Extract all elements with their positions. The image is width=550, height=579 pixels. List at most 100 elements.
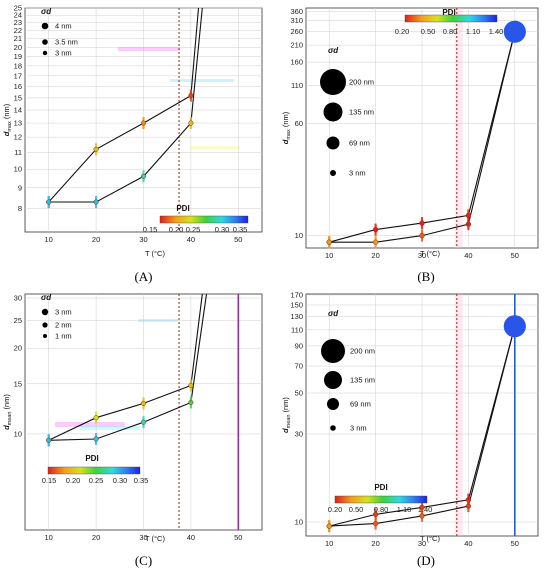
- data-point: [140, 419, 147, 425]
- panel-caption: (B): [417, 269, 434, 284]
- data-point: [419, 504, 425, 511]
- x-axis-label: T (°C): [420, 249, 440, 258]
- y-axis-label-main: d: [281, 139, 290, 144]
- pdi-tick-label: 0.30: [113, 476, 128, 485]
- data-point: [465, 212, 472, 219]
- y-tick-label: 12: [14, 133, 22, 142]
- data-point: [326, 239, 332, 245]
- series-rise-line: [190, 293, 208, 403]
- data-point: [93, 415, 99, 421]
- data-point: [372, 239, 379, 245]
- x-tick-label: 50: [511, 251, 519, 260]
- sigma-legend-marker: [330, 170, 336, 176]
- sigma-legend-label: 135 nm: [350, 376, 375, 385]
- sigma-legend-label: 135 nm: [349, 108, 374, 117]
- x-tick-label: 20: [92, 533, 100, 542]
- y-tick-label: 8: [18, 204, 22, 213]
- y-axis-label-main: d: [281, 428, 290, 433]
- x-tick-label: 30: [418, 539, 426, 548]
- pdi-tick-label: 0.25: [186, 225, 201, 234]
- y-tick-label: 18: [14, 61, 22, 70]
- sigma-legend-marker: [327, 398, 339, 410]
- pdi-colorbar: PDI 0.20 0.50 0.80 1.10 1.40: [395, 8, 504, 36]
- y-tick-label: 150: [290, 300, 303, 309]
- pdi-tick-label: 0.25: [89, 476, 104, 485]
- sigma-legend-marker: [324, 371, 342, 389]
- sigma-legend: σd 200 nm 135 nm 69 nm 3 nm: [321, 309, 375, 433]
- y-axis-label-main: d: [2, 131, 11, 136]
- sigma-legend-label: 4 nm: [55, 22, 72, 31]
- artifact-streak: [80, 426, 140, 430]
- pdi-gradient-bar: [404, 14, 498, 23]
- y-axis-label: dmax (nm): [281, 111, 292, 144]
- y-axis-label: dmean (nm): [2, 394, 13, 430]
- y-axis-label-sub: mean: [7, 412, 13, 426]
- data-point: [372, 511, 379, 518]
- sigma-legend-marker: [326, 136, 340, 150]
- x-axis-label: T (°C): [145, 534, 165, 543]
- data-point: [140, 400, 147, 406]
- y-axis-label-sub: max: [286, 129, 292, 140]
- y-tick-label: 50: [295, 389, 303, 398]
- pdi-tick-label: 0.50: [421, 27, 436, 36]
- pdi-title: PDI: [374, 483, 387, 492]
- sigma-legend: σd4 nm 3.5 nm 3 nm: [41, 7, 78, 58]
- sigma-legend-title: σd: [41, 293, 52, 302]
- pdi-tick-label: 0.50: [349, 505, 364, 514]
- panel-caption: (D): [417, 553, 435, 568]
- y-tick-label: 10: [295, 518, 303, 527]
- y-tick-label: 19: [14, 52, 22, 61]
- pdi-tick-label: 0.20: [395, 27, 410, 36]
- x-tick-label: 30: [139, 235, 147, 244]
- threshold-band: [454, 8, 463, 248]
- x-tick-label: 40: [187, 235, 195, 244]
- pdi-tick-label: 1.10: [397, 505, 412, 514]
- data-point: [93, 146, 99, 152]
- series-line: [48, 95, 192, 203]
- series-rise-line: [190, 7, 200, 96]
- artifact-streak: [118, 47, 180, 51]
- pdi-tick-label: 1.10: [466, 27, 481, 36]
- y-tick-label: 23: [14, 18, 22, 27]
- sigma-legend-label: 200 nm: [350, 347, 375, 356]
- threshold-band: [454, 294, 463, 536]
- data-point: [93, 436, 99, 442]
- y-tick-label: 25: [14, 4, 22, 13]
- x-tick-label: 20: [371, 539, 379, 548]
- x-tick-label: 50: [234, 533, 242, 542]
- artifact-streak: [138, 319, 178, 322]
- pdi-tick-label: 0.20: [328, 505, 343, 514]
- data-point: [372, 520, 379, 527]
- y-tick-label: 20: [14, 43, 22, 52]
- sigma-legend: σd3 nm 2 nm 1 nm: [41, 293, 72, 341]
- y-tick-label: 360: [290, 7, 303, 16]
- y-tick-label: 14: [14, 106, 22, 115]
- artifact-streak: [170, 79, 234, 82]
- x-tick-label: 20: [92, 235, 100, 244]
- sigma-legend-marker: [330, 425, 336, 431]
- sigma-legend-marker: [41, 308, 49, 316]
- y-tick-label: 9: [18, 183, 22, 192]
- sigma-legend-label: 3 nm: [350, 424, 367, 433]
- x-axis-label: T (°C): [420, 534, 440, 543]
- sigma-legend-label: 3 nm: [55, 308, 72, 317]
- artifact-streak: [190, 146, 240, 149]
- data-point: [326, 523, 332, 529]
- pdi-title: PDI: [176, 204, 189, 213]
- pdi-tick-label: 0.35: [134, 476, 149, 485]
- panel-c: 10 15 20 25 30 10 20 30 40 50 σd3 nm 2 nm 1 nm PDI 0.1…: [2, 293, 263, 568]
- y-tick-label: 160: [290, 58, 303, 67]
- sigma-legend-label: 2 nm: [55, 321, 72, 330]
- sigma-legend-label: 69 nm: [349, 139, 370, 148]
- data-point: [188, 93, 194, 99]
- pdi-gradient-bar: [334, 495, 428, 504]
- sigma-legend-marker: [42, 322, 48, 328]
- x-tick-label: 30: [139, 533, 147, 542]
- sigma-legend-label: 3 nm: [349, 169, 366, 178]
- sigma-legend-marker: [321, 339, 345, 363]
